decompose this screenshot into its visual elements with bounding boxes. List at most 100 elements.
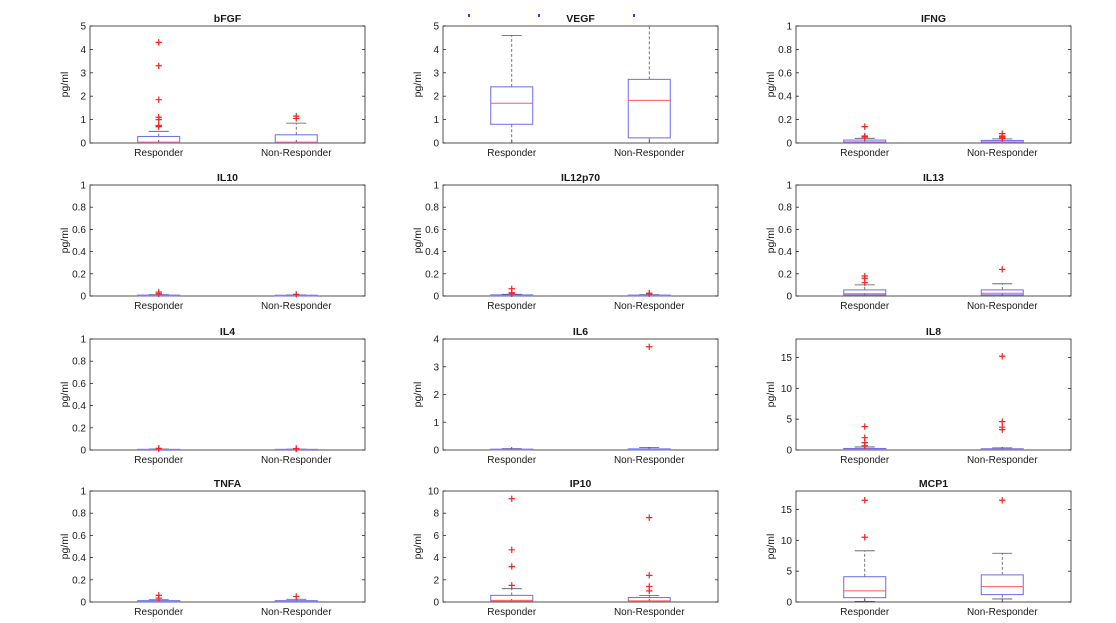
x-tick-label: Non-Responder xyxy=(261,607,332,618)
outlier-marker xyxy=(999,353,1006,360)
y-tick-label: 0.8 xyxy=(72,509,86,520)
x-tick-label: Non-Responder xyxy=(261,148,332,159)
y-tick-label: 1 xyxy=(786,181,792,192)
axes-frame xyxy=(89,490,366,603)
panel-title: IFNG xyxy=(921,13,946,25)
y-tick-label: 1 xyxy=(80,487,86,498)
y-tick-label: 8 xyxy=(433,509,439,520)
axes-frame xyxy=(795,338,1072,451)
y-tick-label: 4 xyxy=(433,553,439,564)
y-tick-label: 3 xyxy=(80,68,86,79)
y-tick-label: 15 xyxy=(781,505,793,516)
axes-frame xyxy=(442,338,719,451)
panel-title: IL13 xyxy=(923,172,944,184)
y-tick-label: 15 xyxy=(781,353,793,364)
y-tick-label: 0.6 xyxy=(72,225,86,236)
axes-frame xyxy=(89,338,366,451)
box-responder xyxy=(843,272,887,297)
outlier-marker xyxy=(508,546,515,554)
y-tick-label: 5 xyxy=(786,415,792,426)
box-non-responder xyxy=(627,514,671,603)
box-responder xyxy=(137,288,181,297)
panel-title: IL8 xyxy=(926,326,941,338)
y-axis-label: pg/ml xyxy=(412,534,424,560)
y-tick-label: 0.8 xyxy=(778,203,792,214)
outlier-marker xyxy=(508,495,515,502)
y-tick-label: 0.4 xyxy=(778,92,792,103)
x-tick-label: Non-Responder xyxy=(967,607,1038,618)
y-tick-label: 0.2 xyxy=(778,269,792,280)
box-responder xyxy=(843,123,887,144)
y-tick-label: 0.4 xyxy=(778,247,792,258)
panel-title: IL6 xyxy=(573,326,588,338)
panel-tnfa: TNFA pg/ml 0 0.2 0.4 0.6 0.8 1 Responder Non-Resp… xyxy=(59,478,366,618)
outlier-marker xyxy=(508,563,515,570)
outlier-marker xyxy=(861,123,868,130)
box-responder xyxy=(137,592,181,603)
y-tick-label: 4 xyxy=(80,45,86,56)
box-non-responder xyxy=(627,25,671,144)
y-tick-label: 1 xyxy=(786,22,792,33)
iqr-box xyxy=(490,86,534,125)
box-responder xyxy=(137,445,181,452)
outlier-marker xyxy=(861,434,868,441)
box-non-responder xyxy=(274,112,318,144)
x-tick-label: Responder xyxy=(487,148,537,159)
x-tick-label: Non-Responder xyxy=(261,455,332,466)
y-tick-label: 0.8 xyxy=(778,45,792,56)
y-axis-label: pg/ml xyxy=(59,534,71,560)
y-tick-label: 0 xyxy=(786,292,792,303)
panel-il12p70: IL12p70 pg/ml 0 0.2 0.4 0.6 0.8 1 Responder Non-R… xyxy=(412,172,719,312)
outlier-marker xyxy=(155,96,162,103)
y-tick-label: 0 xyxy=(80,446,86,457)
outlier-marker xyxy=(861,497,868,504)
outlier-marker xyxy=(861,272,868,280)
y-tick-label: 0.6 xyxy=(72,531,86,542)
panel-title: IL4 xyxy=(220,326,235,338)
y-axis-label: pg/ml xyxy=(412,382,424,408)
y-tick-label: 1 xyxy=(433,181,439,192)
top-mark-3 xyxy=(633,14,635,17)
box-non-responder xyxy=(980,130,1024,144)
y-tick-label: 0.8 xyxy=(72,203,86,214)
y-tick-label: 0 xyxy=(433,292,439,303)
axes-frame xyxy=(442,184,719,297)
panel-il10: IL10 pg/ml 0 0.2 0.4 0.6 0.8 1 Responder Non-Resp… xyxy=(59,172,366,312)
outlier-marker xyxy=(999,418,1006,425)
y-tick-label: 0.6 xyxy=(425,225,439,236)
y-tick-label: 0.2 xyxy=(72,575,86,586)
y-tick-label: 5 xyxy=(80,22,86,33)
x-tick-label: Responder xyxy=(840,148,890,159)
y-tick-label: 0.4 xyxy=(72,401,86,412)
iqr-box xyxy=(627,597,671,602)
outlier-marker xyxy=(999,423,1006,431)
box-non-responder xyxy=(627,290,671,297)
axes-frame xyxy=(795,184,1072,297)
outlier-marker xyxy=(999,130,1006,137)
panel-vegf: VEGF pg/ml 0 1 2 3 4 5 Responder Non-Responder xyxy=(412,13,719,159)
box-non-responder xyxy=(980,497,1024,600)
x-tick-label: Responder xyxy=(134,455,184,466)
y-tick-label: 0 xyxy=(433,139,439,150)
y-tick-label: 0 xyxy=(786,598,792,609)
panel-il8: IL8 pg/ml 0 5 10 15 Responder Non-Responder xyxy=(765,326,1072,466)
y-tick-label: 0.8 xyxy=(72,357,86,368)
y-axis-label: pg/ml xyxy=(765,72,777,98)
outlier-marker xyxy=(293,593,300,600)
y-tick-label: 0.8 xyxy=(425,203,439,214)
y-tick-label: 0.2 xyxy=(425,269,439,280)
outlier-marker xyxy=(508,285,515,292)
outlier-marker xyxy=(646,343,653,350)
panel-bfgf: bFGF pg/ml 0 1 2 3 4 5 Responder Non-Responder xyxy=(59,13,366,159)
panel-title: IL10 xyxy=(217,172,238,184)
y-tick-label: 4 xyxy=(433,45,439,56)
panel-il6: IL6 pg/ml 0 1 2 3 4 Responder Non-Responder xyxy=(412,326,719,466)
panel-ifng: IFNG pg/ml 0 0.2 0.4 0.6 0.8 1 Responder Non-Resp… xyxy=(765,13,1072,159)
y-tick-label: 0 xyxy=(80,598,86,609)
outlier-marker xyxy=(155,39,162,46)
box-non-responder xyxy=(274,593,318,603)
y-tick-label: 0 xyxy=(786,446,792,457)
y-tick-label: 1 xyxy=(433,418,439,429)
y-axis-label: pg/ml xyxy=(412,72,424,98)
